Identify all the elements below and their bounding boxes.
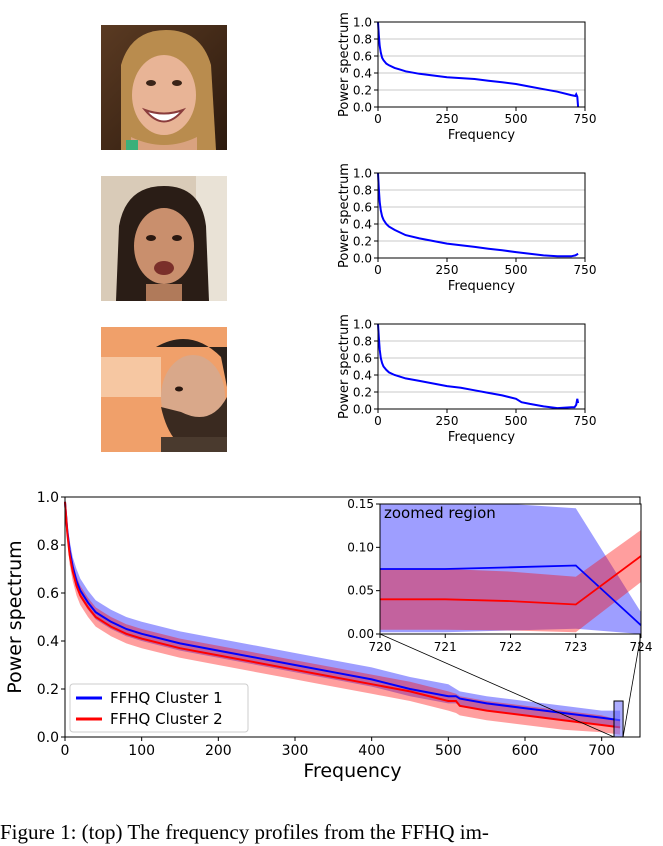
x-tick-label: 700 [588,743,615,759]
x-tick-label: 0 [374,112,382,126]
y-tick-label: 0.8 [353,32,372,46]
x-tick-label: 300 [282,743,309,759]
inset-title: zoomed region [384,504,496,522]
x-axis-label: Frequency [303,760,401,782]
x-tick-label: 750 [574,414,597,428]
inset-line-1 [380,564,642,626]
inset-band-2 [380,530,641,633]
series-line-2 [64,501,621,729]
y-axis-label: Power spectrum [337,12,352,117]
series-line-1 [377,323,580,410]
y-tick-label: 0.0 [353,251,372,265]
x-tick-label: 250 [436,112,459,126]
x-tick-label: 250 [436,414,459,428]
y-tick-label: 0.2 [353,83,372,97]
series-line-1 [64,501,621,722]
y-tick-label: 0.6 [353,200,372,214]
series-line-1 [377,21,580,108]
chart-cluster-profiles: 0 100 200 300 400 500 600 700 0.0 0.2 0.4 0.6 0.8 1.0… [4,490,652,782]
x-tick-label: 500 [505,263,528,277]
figure-caption: Figure 1: (top) The frequency profiles f… [0,820,489,844]
legend-label-1: FFHQ Cluster 1 [110,689,223,707]
axes-frame [377,172,586,259]
y-tick-label: 0.4 [353,66,372,80]
zoom-indicator-box [613,700,624,738]
inset-y-tick-label: 0.00 [347,627,374,641]
legend-label-2: FFHQ Cluster 2 [110,710,223,728]
y-tick-label: 1.0 [37,490,59,506]
inset-chart: 720 721 722 723 724 0.00 0.05 0.10 0.15 zoomed re… [347,497,652,654]
inset-x-tick-label: 722 [499,640,522,654]
y-tick-label: 0.4 [353,217,372,231]
y-axis-label: Power spectrum [337,163,352,268]
y-tick-label: 0.0 [353,100,372,114]
x-tick-label: 250 [436,263,459,277]
x-axis-label: Frequency [448,430,515,445]
inset-y-tick-label: 0.10 [347,540,374,554]
y-tick-label: 0.0 [353,402,372,416]
y-tick-label: 0.6 [353,351,372,365]
x-axis-label: Frequency [448,128,515,143]
y-tick-label: 1.0 [353,317,372,331]
x-tick-label: 200 [205,743,232,759]
series-band-2 [65,499,621,735]
x-tick-label: 0 [374,263,382,277]
inset-x-tick-label: 724 [630,640,653,654]
zoom-connector-line [379,633,615,738]
x-tick-label: 0 [374,414,382,428]
series-line-1 [377,172,579,258]
inset-x-tick-label: 723 [564,640,587,654]
inset-x-tick-label: 720 [369,640,392,654]
legend-box [69,683,249,733]
y-tick-label: 0.2 [37,682,59,698]
y-tick-label: 1.0 [353,166,372,180]
y-tick-label: 0.2 [353,234,372,248]
x-axis-label: Frequency [448,279,515,294]
face-photo-1 [101,25,227,150]
y-axis-label: Power spectrum [4,540,26,693]
y-tick-label: 0.8 [353,334,372,348]
y-tick-label: 0.6 [37,586,59,602]
x-tick-label: 500 [505,112,528,126]
x-tick-label: 500 [505,414,528,428]
x-tick-label: 750 [574,263,597,277]
zoom-connector-line [622,633,642,738]
y-tick-label: 0.8 [37,538,59,554]
x-tick-label: 0 [61,743,70,759]
y-axis-label: Power spectrum [337,314,352,419]
x-tick-label: 400 [358,743,385,759]
y-tick-label: 0.8 [353,183,372,197]
x-tick-label: 100 [128,743,155,759]
face-photo-3 [101,327,227,452]
chart-face1-spectrum: 0 250 500 750 0.0 0.2 0.4 0.6 0.8 1.0 Frequency Pow… [337,12,596,143]
inset-y-tick-label: 0.05 [347,584,374,598]
axes-frame [377,21,586,108]
y-tick-label: 0.2 [353,385,372,399]
x-tick-label: 750 [574,112,597,126]
x-tick-label: 600 [512,743,539,759]
inset-line-2 [380,555,642,606]
face-photo-2 [101,176,227,301]
axes-frame [377,323,586,410]
y-tick-label: 0.0 [37,730,59,746]
chart-face2-spectrum: 0 250 500 750 0.0 0.2 0.4 0.6 0.8 1.0 Frequency Pow… [337,163,596,294]
y-tick-label: 0.6 [353,49,372,63]
chart-face3-spectrum: 0 250 500 750 0.0 0.2 0.4 0.6 0.8 1.0 Frequency Pow… [337,314,596,445]
inset-x-tick-label: 721 [434,640,457,654]
x-tick-label: 500 [435,743,462,759]
y-tick-label: 0.4 [353,368,372,382]
y-tick-label: 0.4 [37,634,59,650]
inset-y-tick-label: 0.15 [347,497,374,511]
inset-band-1 [380,504,641,634]
y-tick-label: 1.0 [353,15,372,29]
